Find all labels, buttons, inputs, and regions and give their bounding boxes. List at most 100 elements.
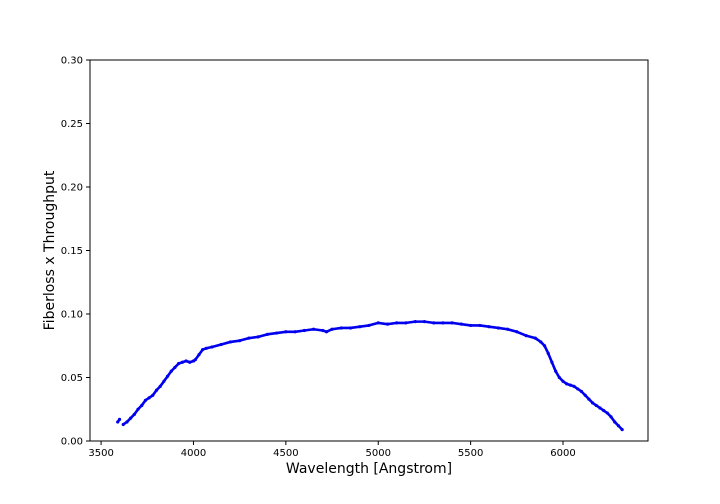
data-point bbox=[247, 336, 251, 340]
data-point bbox=[151, 393, 155, 397]
series-layer bbox=[116, 320, 624, 432]
data-point bbox=[228, 340, 233, 344]
data-point bbox=[539, 340, 543, 344]
x-tick-label: 4000 bbox=[181, 448, 206, 459]
data-point bbox=[613, 420, 617, 424]
data-point bbox=[193, 358, 197, 362]
data-point bbox=[422, 320, 427, 324]
data-point bbox=[219, 342, 223, 347]
data-point bbox=[125, 420, 129, 424]
data-point bbox=[609, 415, 613, 419]
data-point bbox=[587, 397, 591, 401]
data-point bbox=[116, 420, 120, 424]
data-point bbox=[184, 359, 188, 363]
data-point bbox=[565, 382, 569, 386]
plot-frame bbox=[89, 59, 649, 442]
data-point bbox=[180, 360, 184, 364]
data-point bbox=[311, 327, 316, 331]
data-point bbox=[542, 344, 547, 348]
data-point bbox=[590, 401, 595, 405]
data-point bbox=[576, 387, 580, 391]
data-point bbox=[469, 323, 473, 328]
data-point bbox=[256, 335, 260, 339]
x-tick-label: 5000 bbox=[366, 448, 391, 459]
data-point bbox=[572, 384, 576, 388]
data-point bbox=[177, 361, 181, 366]
x-tick-label: 6000 bbox=[550, 448, 575, 459]
x-tick-label: 3500 bbox=[88, 448, 113, 459]
data-point bbox=[441, 321, 445, 325]
data-point bbox=[238, 339, 242, 343]
data-point bbox=[450, 321, 454, 325]
data-point bbox=[505, 327, 510, 331]
data-point bbox=[201, 347, 205, 352]
data-point bbox=[173, 365, 177, 369]
data-point bbox=[348, 326, 353, 330]
data-point bbox=[598, 406, 602, 410]
data-point bbox=[302, 328, 306, 333]
data-point bbox=[117, 417, 122, 422]
data-point bbox=[620, 427, 624, 432]
plot-area bbox=[90, 60, 648, 441]
data-point bbox=[330, 327, 334, 331]
y-axis-label: Fiberloss x Throughput bbox=[42, 170, 58, 330]
data-point bbox=[557, 375, 561, 380]
y-tick-label: 0.30 bbox=[61, 56, 83, 67]
data-point bbox=[605, 411, 609, 415]
y-tick-label: 0.25 bbox=[61, 119, 83, 130]
data-point bbox=[339, 326, 343, 330]
data-point bbox=[358, 325, 362, 329]
data-point bbox=[496, 326, 500, 330]
data-point bbox=[478, 323, 482, 328]
data-point bbox=[284, 330, 288, 334]
y-tick-label: 0.05 bbox=[61, 373, 83, 384]
data-point bbox=[275, 331, 279, 335]
data-point bbox=[579, 389, 584, 394]
data-point bbox=[487, 325, 491, 329]
data-point bbox=[188, 360, 192, 364]
data-point bbox=[158, 384, 162, 388]
data-point bbox=[321, 328, 325, 333]
data-point bbox=[169, 369, 173, 373]
data-point bbox=[459, 322, 463, 326]
data-point bbox=[293, 330, 297, 334]
y-tick-label: 0.15 bbox=[61, 246, 83, 257]
data-point bbox=[129, 416, 133, 420]
data-point bbox=[166, 374, 170, 378]
data-point bbox=[568, 383, 572, 387]
data-point bbox=[210, 345, 214, 349]
data-point bbox=[432, 321, 436, 325]
data-point bbox=[154, 388, 159, 392]
data-point bbox=[132, 412, 136, 416]
data-point bbox=[561, 379, 565, 383]
data-point bbox=[376, 321, 380, 325]
y-tick-label: 0.20 bbox=[61, 183, 83, 194]
data-point bbox=[413, 320, 417, 324]
data-point bbox=[546, 351, 550, 355]
data-point bbox=[265, 332, 269, 336]
data-point bbox=[385, 322, 390, 326]
data-point bbox=[367, 323, 371, 328]
data-point bbox=[204, 346, 209, 350]
y-ticks: 0.00 0.05 0.10 0.15 0.20 0.25 0.30 bbox=[61, 56, 90, 448]
data-point bbox=[554, 369, 558, 373]
data-point bbox=[121, 422, 125, 427]
data-point bbox=[404, 321, 408, 325]
x-tick-label: 4500 bbox=[273, 448, 298, 459]
data-point bbox=[324, 330, 329, 334]
data-point bbox=[583, 393, 587, 397]
x-ticks: 3500 4000 4500 5000 5500 6000 bbox=[88, 441, 576, 459]
data-point bbox=[594, 403, 598, 408]
data-point bbox=[162, 379, 166, 383]
data-point bbox=[147, 396, 151, 400]
data-point bbox=[197, 353, 201, 357]
data-point bbox=[616, 424, 621, 428]
data-point bbox=[602, 408, 606, 413]
y-tick-label: 0.00 bbox=[61, 437, 83, 448]
data-point bbox=[143, 398, 148, 402]
data-point bbox=[550, 360, 554, 364]
data-point bbox=[140, 403, 144, 408]
x-tick-label: 5500 bbox=[458, 448, 483, 459]
data-point bbox=[136, 407, 140, 411]
